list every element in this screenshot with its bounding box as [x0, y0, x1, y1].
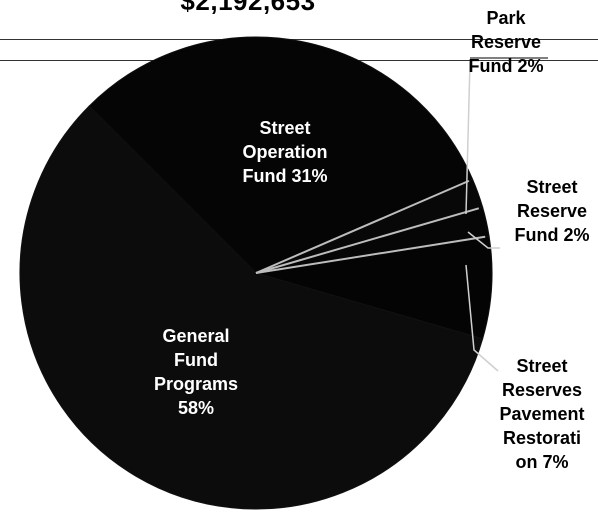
slice-label-line: Pavement: [499, 404, 584, 424]
header-rule-top: [0, 39, 598, 40]
slice-label-line: Reserve: [517, 201, 587, 221]
pie-slice: [255, 235, 493, 340]
slice-label-line: General: [162, 326, 229, 346]
slice-label-line: on 7%: [515, 452, 568, 472]
slice-label-line: Fund 31%: [242, 166, 327, 186]
pie-slice: [19, 105, 484, 510]
slice-label-line: Fund 2%: [515, 225, 590, 245]
slice-label-line: Park: [486, 8, 526, 28]
slice-label-line: Restorati: [503, 428, 581, 448]
slice-label-line: Fund: [174, 350, 218, 370]
slice-label: Street Reserves Pavement Restorati on 7%: [499, 356, 584, 472]
slice-label-line: Fund 2%: [469, 56, 544, 76]
slice-divider: [255, 235, 486, 274]
slice-label-line: Reserves: [502, 380, 582, 400]
slice-label: Street Operation Fund 31%: [242, 118, 327, 186]
label-leader-line: [465, 264, 499, 372]
slice-label: Park Reserve Fund 2%: [469, 8, 544, 76]
chart-title: $2,192,653: [180, 0, 316, 16]
slice-label-line: Operation: [242, 142, 327, 162]
label-leader-line: [467, 231, 500, 249]
slice-label-line: Street: [259, 118, 310, 138]
slice-label-line: Street: [526, 177, 577, 197]
slice-label-line: 58%: [178, 398, 214, 418]
pie-slice: [88, 36, 474, 274]
label-leader-line: [465, 61, 471, 215]
slice-label: General Fund Programs 58%: [154, 326, 238, 418]
slice-label-line: Programs: [154, 374, 238, 394]
slice-label-line: Street: [516, 356, 567, 376]
slice-divider: [255, 207, 480, 274]
slice-label: Street Reserve Fund 2%: [515, 177, 590, 245]
slice-divider: [255, 179, 470, 274]
slice-label-line: Reserve: [471, 32, 541, 52]
